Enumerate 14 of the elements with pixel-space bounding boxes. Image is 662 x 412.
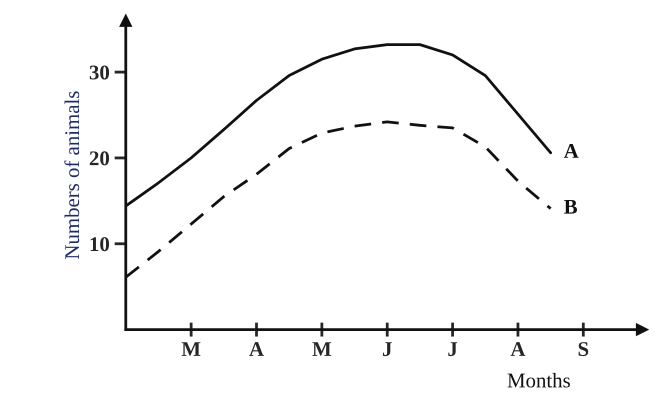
x-tick-label: J (448, 342, 458, 356)
y-tick-label: 30 (90, 65, 110, 80)
y-tick-label: 20 (90, 151, 110, 166)
x-tick-label: M (182, 342, 200, 356)
x-tick-label: S (578, 342, 588, 356)
x-axis-title: Months (508, 372, 570, 388)
series-label: B (564, 200, 578, 214)
y-tick-label: 10 (90, 237, 110, 252)
series-label: A (564, 144, 579, 158)
y-axis-title: Numbers of animals (64, 91, 80, 259)
x-tick-label: J (382, 342, 392, 356)
x-tick-label: A (510, 342, 526, 356)
x-tick-label: M (312, 342, 332, 356)
x-tick-label: A (249, 342, 264, 356)
